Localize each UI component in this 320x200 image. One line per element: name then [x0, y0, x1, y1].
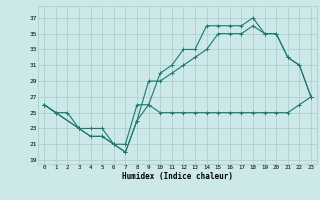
X-axis label: Humidex (Indice chaleur): Humidex (Indice chaleur) — [122, 172, 233, 181]
